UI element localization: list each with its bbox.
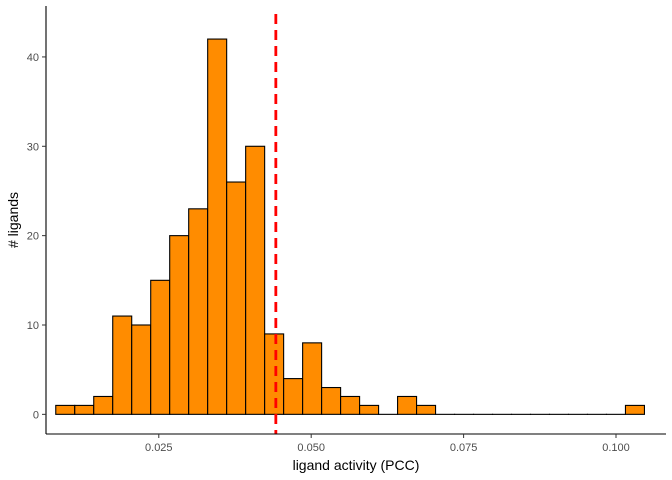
x-axis-ticks: 0.025 0.050 0.075 0.100 xyxy=(145,434,630,454)
x-axis-title: ligand activity (PCC) xyxy=(293,457,420,473)
histogram-bar xyxy=(624,404,645,415)
y-tick-label: 40 xyxy=(27,52,39,64)
y-tick-label: 30 xyxy=(27,141,39,153)
y-tick-label: 0 xyxy=(33,409,39,421)
histogram-bar xyxy=(207,38,228,415)
x-tick-label: 0.100 xyxy=(602,442,630,454)
x-tick-label: 0.075 xyxy=(450,442,478,454)
histogram-bar xyxy=(416,404,437,415)
y-tick-label: 10 xyxy=(27,320,39,332)
histogram-bar xyxy=(245,145,266,415)
histogram-bar xyxy=(169,235,190,415)
y-axis-title: # ligands xyxy=(5,192,21,248)
y-tick-label: 20 xyxy=(27,231,39,243)
histogram-bar xyxy=(340,395,361,415)
histogram-bar xyxy=(397,395,418,415)
histogram-bar xyxy=(74,404,95,415)
bars-group xyxy=(55,38,645,415)
histogram-bar xyxy=(321,386,342,415)
histogram-bar xyxy=(188,208,209,415)
y-axis-ticks: 0 10 20 30 40 xyxy=(27,52,46,421)
histogram-bar xyxy=(302,342,323,415)
histogram-bar xyxy=(283,378,304,415)
histogram-bar xyxy=(55,404,76,415)
histogram-bar xyxy=(226,181,247,415)
x-tick-label: 0.050 xyxy=(297,442,325,454)
x-tick-label: 0.025 xyxy=(145,442,173,454)
histogram-bar xyxy=(264,333,285,415)
histogram-bar xyxy=(150,279,171,415)
histogram-bar xyxy=(93,395,114,415)
histogram-bar xyxy=(112,315,133,415)
histogram-bar xyxy=(359,404,380,415)
histogram-bar xyxy=(131,324,152,415)
